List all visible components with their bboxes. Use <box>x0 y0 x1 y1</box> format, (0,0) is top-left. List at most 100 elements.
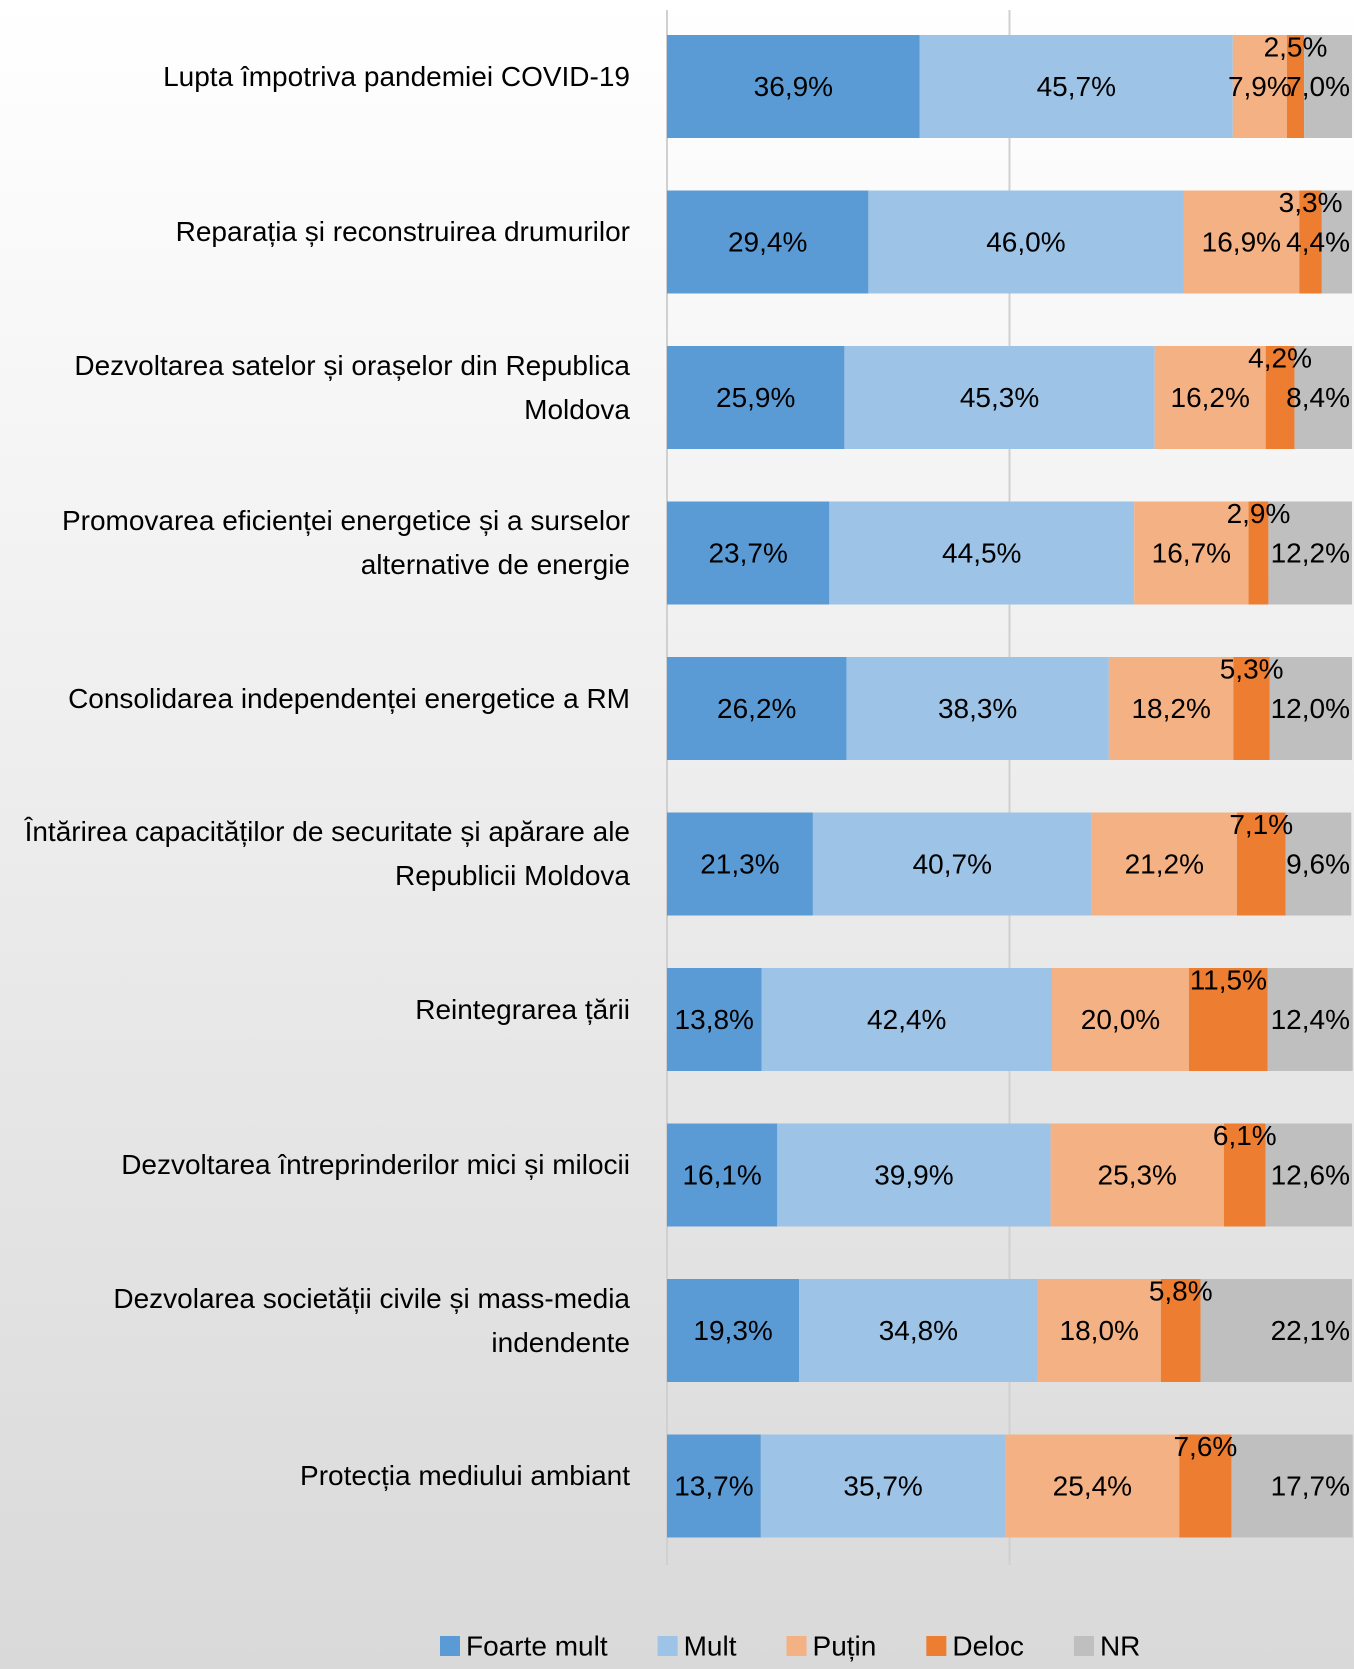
data-label: 22,1% <box>1271 1315 1350 1346</box>
data-label: 34,8% <box>879 1315 958 1346</box>
data-label: 4,2% <box>1248 342 1312 373</box>
bar-segment <box>1200 1279 1352 1382</box>
data-label: 3,3% <box>1279 187 1343 218</box>
data-label: 7,0% <box>1286 71 1350 102</box>
bar-segment <box>1321 190 1352 294</box>
data-label: 18,0% <box>1060 1315 1139 1346</box>
data-label: 4,4% <box>1286 226 1350 257</box>
category-label: Consolidarea independenței energetice a … <box>68 682 630 714</box>
data-label: 42,4% <box>867 1004 946 1035</box>
bar-segment <box>667 501 830 605</box>
bar-segment <box>1050 1123 1224 1227</box>
bar-segment <box>1265 346 1295 449</box>
legend-label: Mult <box>684 1630 737 1661</box>
bar-segment <box>667 1279 800 1382</box>
legend-swatch <box>1073 1636 1094 1656</box>
legend-swatch <box>926 1636 947 1656</box>
bar-segment <box>1294 346 1352 449</box>
data-label: 12,4% <box>1271 1004 1350 1035</box>
bar-segment <box>1231 1434 1353 1538</box>
category-label: Promovarea eficienței energetice și a su… <box>61 505 630 580</box>
bar-segment <box>667 968 762 1071</box>
data-label: 25,4% <box>1053 1470 1132 1501</box>
data-label: 7,1% <box>1229 809 1293 840</box>
data-label: 12,2% <box>1271 537 1350 568</box>
data-label: 40,7% <box>913 848 992 879</box>
bar-segment <box>1265 1123 1352 1227</box>
data-label: 38,3% <box>938 693 1017 724</box>
data-label: 12,0% <box>1271 693 1350 724</box>
bar-segment <box>1108 657 1234 760</box>
bar-segment <box>829 501 1135 605</box>
bar-segment <box>1232 35 1287 138</box>
bar-segment <box>846 657 1109 760</box>
bar-segment <box>1091 812 1237 916</box>
bar-segment <box>1160 1279 1201 1382</box>
bar-segment <box>868 190 1184 294</box>
data-label: 16,1% <box>682 1159 761 1190</box>
data-label: 17,7% <box>1271 1470 1350 1501</box>
data-label: 36,9% <box>754 71 833 102</box>
data-label: 16,7% <box>1152 537 1231 568</box>
bar-segment <box>1267 968 1353 1071</box>
legend-swatch <box>440 1636 460 1656</box>
legend-label: Puțin <box>813 1630 877 1661</box>
bar-segment <box>1005 1434 1180 1538</box>
data-label: 5,8% <box>1149 1275 1213 1306</box>
data-label: 46,0% <box>986 226 1065 257</box>
data-label: 39,9% <box>874 1159 953 1190</box>
bar-segment <box>667 190 869 294</box>
bar-segment <box>919 35 1233 138</box>
data-label: 9,6% <box>1286 848 1350 879</box>
bar-segment <box>1304 35 1352 138</box>
data-label: 26,2% <box>717 693 796 724</box>
data-label: 25,3% <box>1098 1159 1177 1190</box>
bar-segment <box>1248 501 1269 605</box>
data-label: 2,9% <box>1227 498 1291 529</box>
category-label: Dezvoltarea satelor și orașelor din Repu… <box>74 349 630 425</box>
legend-swatch <box>786 1636 807 1656</box>
legend-label: Deloc <box>952 1630 1024 1661</box>
data-label: 25,9% <box>716 382 795 413</box>
bar-segment <box>1299 190 1322 294</box>
data-label: 45,7% <box>1037 71 1116 102</box>
bar-segment <box>1269 657 1352 760</box>
bar-segment <box>667 35 920 138</box>
data-label: 7,6% <box>1173 1431 1237 1462</box>
bar-segment <box>1285 812 1352 916</box>
data-label: 18,2% <box>1131 693 1210 724</box>
bar-segment <box>1188 968 1268 1071</box>
data-label: 16,9% <box>1202 226 1281 257</box>
bar-segment <box>760 1434 1006 1538</box>
bar-segment <box>1236 812 1286 916</box>
data-label: 16,2% <box>1171 382 1250 413</box>
data-label: 11,5% <box>1190 964 1267 995</box>
bar-segment <box>799 1279 1038 1382</box>
data-label: 12,6% <box>1271 1159 1350 1190</box>
category-label: Întărirea capacităților de securitate și… <box>24 816 630 891</box>
bar-segment <box>667 1123 778 1227</box>
legend-swatch <box>657 1636 678 1656</box>
bar-segment <box>1268 501 1352 605</box>
data-label: 7,9% <box>1228 71 1292 102</box>
data-label: 21,3% <box>700 848 779 879</box>
data-label: 8,4% <box>1286 382 1350 413</box>
data-label: 5,3% <box>1220 653 1284 684</box>
category-label: Lupta împotriva pandemiei COVID-19 <box>163 60 630 92</box>
bar-segment <box>1134 501 1249 605</box>
category-label: Protecția mediului ambiant <box>300 1460 630 1491</box>
bar-segment <box>667 657 847 760</box>
data-label: 44,5% <box>942 537 1021 568</box>
category-label: Reparația și reconstruirea drumurilor <box>175 216 630 247</box>
bar-segment <box>667 1434 761 1538</box>
data-label: 19,3% <box>693 1315 772 1346</box>
bar-segment <box>1051 968 1189 1071</box>
legend-label: NR <box>1100 1630 1140 1661</box>
data-label: 2,5% <box>1264 31 1328 62</box>
data-label: 20,0% <box>1081 1004 1160 1035</box>
bar-segment <box>1179 1434 1232 1538</box>
data-label: 13,7% <box>674 1470 753 1501</box>
data-label: 45,3% <box>960 382 1039 413</box>
